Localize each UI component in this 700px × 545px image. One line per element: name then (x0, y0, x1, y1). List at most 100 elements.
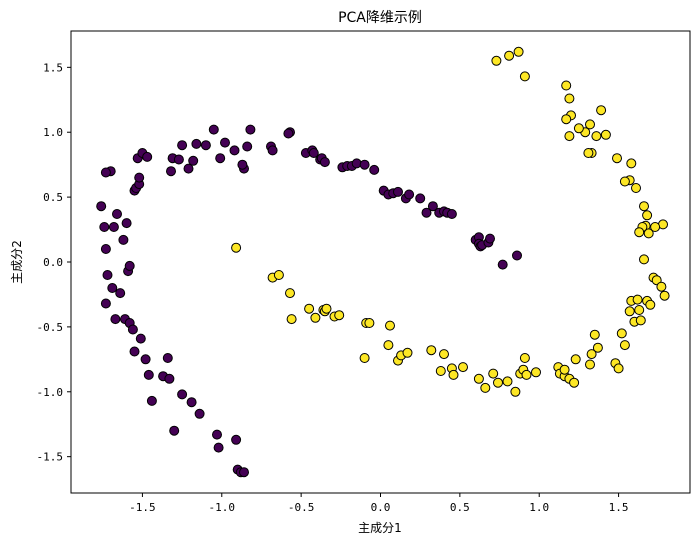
data-point (519, 353, 530, 363)
y-axis: -1.5 -1.0 -0.5 0.0 0.5 1.0 1.5 (37, 61, 71, 464)
data-point (446, 209, 457, 219)
data-point (573, 123, 584, 134)
data-point (626, 158, 637, 169)
data-point (231, 434, 242, 445)
data-point (510, 386, 521, 397)
x-axis: -1.5 -1.0 -0.5 0.0 0.5 1.0 1.5 (129, 493, 629, 514)
y-tick-label: 0.5 (43, 191, 63, 204)
data-point (112, 209, 122, 219)
data-point (99, 222, 110, 232)
data-point (173, 154, 184, 165)
data-point (231, 242, 242, 253)
x-tick-label: -1.5 (129, 501, 156, 514)
data-point (108, 222, 119, 232)
y-tick-label: 1.5 (43, 61, 63, 74)
y-tick-label: -1.0 (37, 386, 64, 399)
data-point (497, 259, 508, 270)
data-point (110, 314, 121, 325)
data-point (100, 244, 111, 254)
data-point (645, 299, 656, 310)
data-point (656, 281, 667, 292)
data-point (493, 377, 503, 388)
data-point (177, 140, 188, 151)
data-point (585, 119, 595, 130)
data-point (321, 303, 332, 314)
data-point (191, 138, 202, 149)
data-point (504, 50, 515, 61)
data-point (308, 148, 319, 158)
data-point (561, 80, 572, 91)
data-point (650, 222, 661, 232)
data-point (583, 148, 594, 158)
data-point (359, 353, 370, 363)
data-point (634, 227, 645, 238)
data-point (229, 145, 240, 156)
data-point (304, 303, 315, 314)
data-point (169, 425, 180, 436)
data-point (267, 145, 278, 156)
data-point (404, 189, 415, 200)
data-point (383, 340, 394, 351)
data-point (585, 359, 595, 370)
data-point (134, 172, 145, 183)
data-point (194, 408, 205, 419)
data-point (239, 467, 249, 478)
data-point (146, 395, 157, 406)
plot-frame (70, 30, 691, 494)
data-point (237, 159, 248, 170)
x-tick-label: 1.0 (529, 501, 549, 514)
data-point (619, 340, 630, 351)
x-tick-label: 1.5 (609, 501, 629, 514)
data-point (129, 346, 140, 357)
data-point (118, 234, 129, 245)
data-point (100, 167, 111, 178)
data-point (359, 159, 370, 170)
data-point (600, 129, 611, 140)
x-tick-label: 0.0 (371, 501, 391, 514)
data-point (188, 155, 199, 166)
data-point (426, 345, 437, 356)
x-axis-label: 主成分1 (358, 521, 402, 535)
x-tick-label: -1.0 (209, 501, 236, 514)
data-point (166, 166, 176, 177)
data-point (427, 201, 438, 212)
data-point (142, 151, 153, 162)
data-point (531, 367, 541, 378)
data-point (286, 314, 297, 325)
data-point (334, 310, 345, 321)
data-point (245, 124, 256, 135)
data-point (242, 141, 253, 152)
data-point (639, 254, 649, 265)
data-point (215, 153, 226, 164)
data-point (613, 363, 624, 374)
data-point (596, 105, 607, 116)
data-point (512, 250, 522, 261)
data-point (634, 305, 645, 315)
data-point (435, 366, 446, 376)
data-point (393, 186, 403, 197)
data-point (135, 333, 146, 344)
data-point (488, 368, 499, 379)
data-point (121, 218, 132, 229)
data-point (319, 157, 330, 168)
data-point (124, 260, 135, 271)
data-point (616, 328, 627, 339)
data-point (439, 349, 449, 360)
data-point (502, 376, 513, 387)
data-point (213, 442, 224, 453)
data-point (162, 353, 173, 363)
data-point (448, 369, 459, 380)
points-layer (96, 46, 670, 478)
data-point (612, 153, 622, 164)
y-tick-label: 1.0 (43, 126, 63, 139)
data-point (591, 131, 602, 142)
data-point (200, 140, 211, 151)
data-point (632, 294, 643, 305)
data-point (186, 397, 197, 408)
data-point (140, 354, 151, 365)
data-point (115, 288, 126, 299)
data-point (635, 315, 646, 326)
data-point (96, 201, 107, 212)
data-point (283, 128, 294, 139)
